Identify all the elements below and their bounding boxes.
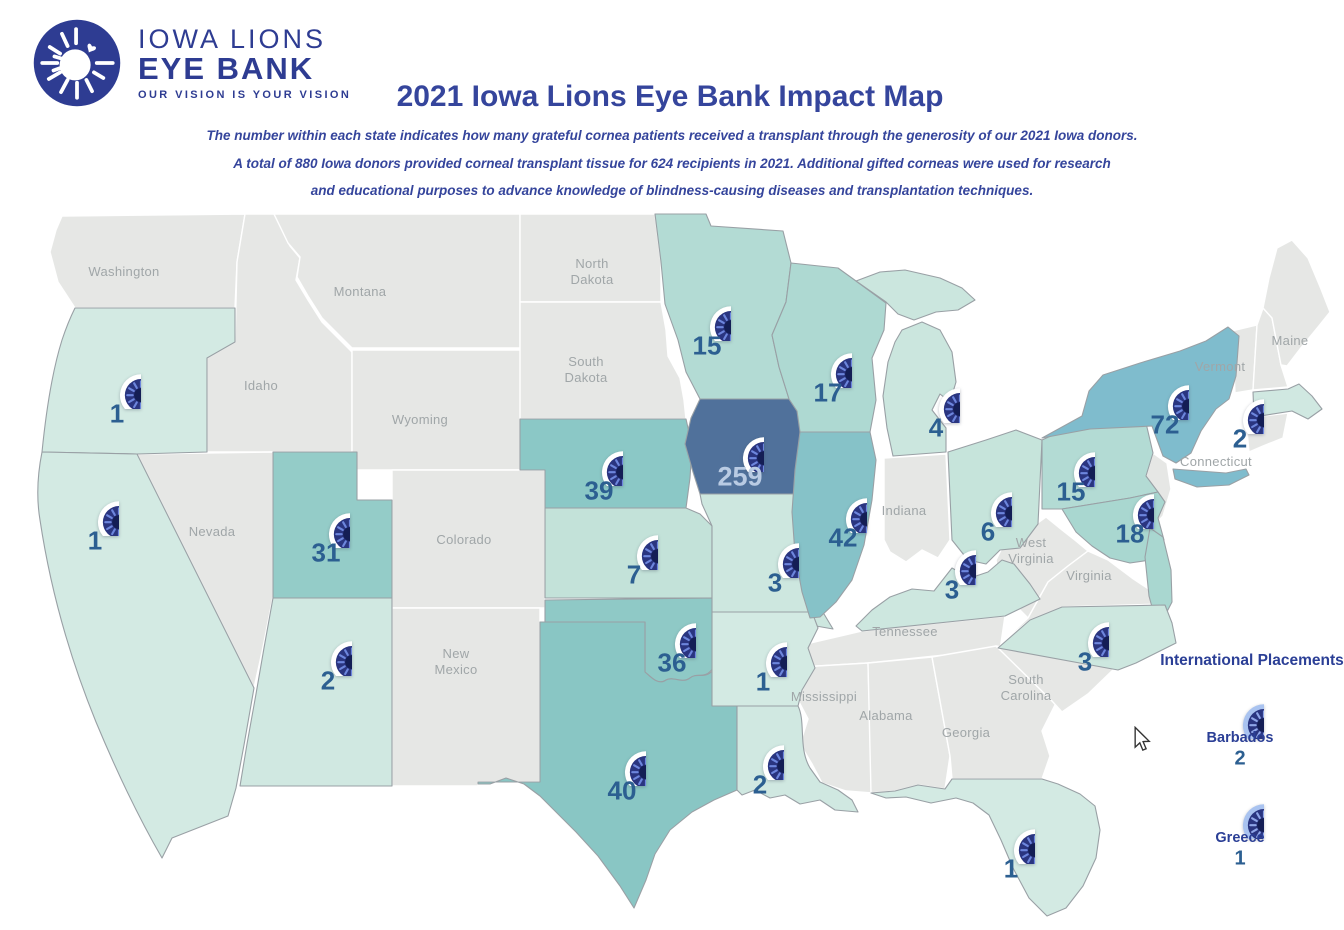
international-placements-heading: International Placements [1160,652,1344,669]
state-north-carolina[interactable] [997,604,1177,671]
mouse-cursor [1134,726,1151,751]
state-north-dakota [519,213,662,303]
placement-count-pennsylvania: 15 [1056,476,1086,507]
placement-count-louisiana: 2 [752,769,768,800]
description-line-1: The number within each state indicates h… [206,128,1138,143]
map-label-wyoming: Wyoming [391,411,449,427]
state-texas[interactable] [477,621,738,909]
description-line-2: A total of 880 Iowa donors provided corn… [233,155,1111,171]
map-label-colorado: Colorado [436,531,492,547]
placement-count-kentucky: 3 [944,574,960,605]
state-wyoming [351,349,527,471]
map-label-nevada: Nevada [188,523,236,539]
state-arizona[interactable] [239,597,393,787]
map-label-south-carolina: South Carolina [1000,671,1052,703]
map-label-connecticut: Connecticut [1180,453,1252,469]
state-michigan-up[interactable] [855,269,976,321]
placement-count-missouri: 3 [767,567,783,598]
state-michigan[interactable] [882,321,957,457]
placement-count-north-carolina: 3 [1077,646,1093,677]
placement-count-arizona: 2 [320,665,336,696]
map-label-west-virginia: West Virginia [1008,534,1054,566]
state-new-york[interactable] [1041,326,1240,464]
map-label-south-dakota: South Dakota [564,353,608,385]
placement-count-arkansas: 1 [755,666,771,697]
map-label-mississippi: Mississippi [790,688,858,704]
state-kentucky[interactable] [855,559,1041,632]
map-label-tennessee: Tennessee [872,623,938,639]
placement-count-oregon: 1 [109,398,125,429]
map-label-indiana: Indiana [881,502,927,518]
map-description: The number within each state indicates h… [92,122,1252,205]
placement-count-nebraska: 39 [584,475,614,506]
state-new-york-long-island[interactable] [1172,468,1250,488]
placement-count-texas: 40 [607,775,637,806]
placement-count-maryland: 18 [1115,518,1145,549]
state-ohio[interactable] [947,429,1043,565]
state-massachusetts[interactable] [1252,383,1323,420]
page-title: 2021 Iowa Lions Eye Bank Impact Map [396,80,944,113]
map-label-vermont: Vermont [1194,358,1246,374]
state-indiana [883,453,951,563]
placement-count-kansas: 7 [626,559,642,590]
logo: IOWA LIONS EYE BANK OUR VISION IS YOUR V… [30,16,351,110]
map-label-north-dakota: North Dakota [570,255,614,287]
map-label-georgia: Georgia [941,724,991,740]
map-label-montana: Montana [333,283,387,299]
placement-count-massachusetts: 2 [1232,423,1248,454]
state-florida[interactable] [870,778,1101,917]
state-illinois[interactable] [791,431,877,619]
placement-count-california: 1 [87,525,103,556]
state-new-mexico [391,607,541,787]
state-washington [49,213,246,309]
international-country-name: Barbados [1206,730,1274,746]
placement-count-minnesota: 15 [692,330,722,361]
placement-count-illinois: 42 [828,522,858,553]
placement-count-wisconsin: 17 [813,377,843,408]
international-country-name: Greece [1215,830,1265,846]
placement-count-utah: 31 [311,537,341,568]
map-label-alabama: Alabama [859,707,913,723]
logo-line2: EYE BANK [138,50,315,86]
international-placement-count: 2 [1234,747,1246,770]
placement-count-florida: 1 [1003,853,1019,884]
state-maine [1262,239,1331,367]
placement-count-new-york: 72 [1150,409,1180,440]
placement-count-iowa: 259 [717,461,763,492]
placement-count-ohio: 6 [980,516,996,547]
map-label-idaho: Idaho [243,377,279,393]
map-label-new-mexico: New Mexico [434,645,478,677]
international-placement-count: 1 [1234,847,1246,870]
eye-sun-logo-icon [33,19,121,107]
logo-tagline: OUR VISION IS YOUR VISION [138,89,352,102]
description-line-3: and educational purposes to advance know… [310,183,1034,198]
placement-count-oklahoma: 36 [657,647,687,678]
map-label-washington: Washington [88,263,160,279]
state-louisiana[interactable] [736,705,859,813]
placement-count-michigan: 4 [928,412,944,443]
map-label-virginia: Virginia [1066,567,1112,583]
state-california[interactable] [37,451,255,859]
logo-line1: IOWA LIONS [138,23,327,54]
map-label-maine: Maine [1271,332,1309,348]
